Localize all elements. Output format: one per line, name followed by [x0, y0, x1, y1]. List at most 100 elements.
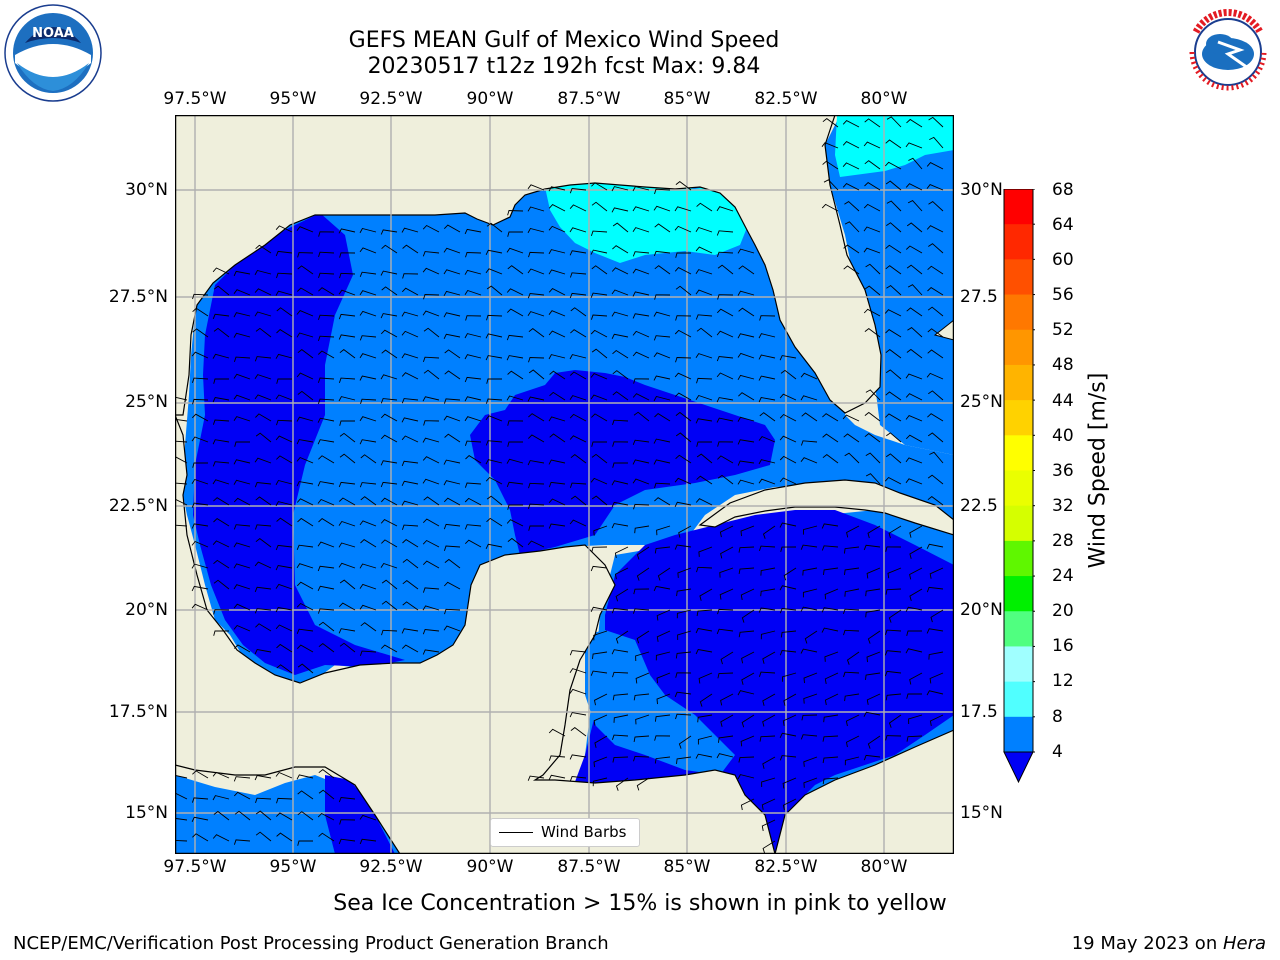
wind-barb: [719, 588, 734, 600]
wind-barb: [863, 544, 881, 551]
wind-barb: [254, 394, 272, 401]
wind-barb: [296, 332, 314, 338]
wind-barb: [654, 735, 671, 741]
wind-barb: [886, 200, 902, 212]
wind-barb: [380, 329, 398, 338]
wind-barb: [632, 459, 650, 465]
colorbar-segment: [1004, 294, 1033, 331]
lon-label: 87.5°W: [557, 857, 621, 877]
wind-barb: [297, 265, 314, 275]
wind-barb: [233, 603, 251, 611]
wind-barb: [275, 250, 293, 257]
wind-barb: [212, 267, 230, 275]
wind-barb: [569, 354, 587, 360]
wind-barb: [738, 307, 755, 317]
wind-barb: [444, 433, 461, 443]
wind-barb: [716, 330, 734, 338]
wind-barb: [656, 609, 671, 621]
wind-barb: [548, 330, 566, 338]
wind-barb: [569, 227, 587, 233]
wind-barb: [615, 588, 629, 602]
wind-barb: [884, 629, 902, 636]
wind-barb: [255, 496, 272, 506]
wind-barb: [929, 451, 944, 464]
wind-barb: [569, 204, 587, 212]
wind-barb: [464, 396, 482, 402]
wind-barb: [717, 672, 734, 679]
wind-barb: [696, 475, 713, 485]
wind-barb: [443, 224, 461, 233]
wind-barb: [318, 621, 335, 632]
wind-barb: [632, 206, 650, 212]
wind-barb: [276, 797, 293, 804]
wind-barb: [928, 390, 944, 401]
wind-barb: [905, 393, 923, 401]
wind-barb: [737, 774, 755, 780]
wind-barb: [485, 398, 503, 404]
wind-barb: [653, 585, 671, 592]
low-wind-region-central: [470, 370, 775, 555]
wind-barb: [886, 116, 902, 128]
wind-barb: [464, 416, 482, 422]
wind-barb: [824, 672, 839, 684]
wind-barb: [779, 585, 797, 591]
wind-barb: [549, 370, 566, 380]
wind-barb: [233, 479, 251, 485]
colorbar-tick: 48: [1052, 355, 1074, 375]
wind-barb: [842, 120, 860, 128]
wind-barb: [339, 420, 355, 426]
wind-barb: [822, 735, 839, 742]
wind-barb: [885, 693, 902, 701]
wind-barb: [719, 567, 734, 578]
wind-barb: [401, 330, 419, 338]
wind-barb: [635, 651, 650, 662]
wind-barb: [548, 204, 566, 212]
wind-barb: [886, 285, 902, 296]
wind-barb: [359, 650, 377, 656]
wind-barb: [569, 292, 587, 299]
wind-barb: [864, 160, 881, 170]
wind-barb: [464, 354, 482, 360]
wind-barb: [885, 265, 902, 275]
wind-barb: [656, 672, 671, 684]
wind-barb: [591, 201, 608, 212]
wind-barb: [864, 411, 881, 422]
wind-barb: [863, 141, 881, 149]
wind-barb: [506, 395, 524, 401]
wind-barb: [402, 273, 419, 279]
wind-barb: [717, 441, 734, 447]
lon-label: 82.5°W: [754, 89, 818, 109]
wind-barb: [927, 287, 944, 296]
wind-barb: [507, 370, 524, 380]
wind-barb: [213, 559, 230, 569]
wind-barb: [654, 188, 671, 195]
wind-barb: [654, 482, 671, 489]
wind-barb: [866, 567, 881, 579]
wind-barb: [233, 524, 251, 530]
wind-barb: [443, 333, 461, 339]
colorbar-tick: 28: [1052, 531, 1074, 551]
wind-barb: [338, 838, 356, 845]
wind-barb: [275, 290, 293, 296]
wind-barb: [738, 567, 755, 574]
wind-barb: [485, 476, 503, 485]
wind-barb: [905, 478, 923, 485]
wind-barb: [296, 310, 314, 317]
wind-barb: [570, 495, 587, 506]
wind-barb: [233, 624, 251, 632]
wind-barb: [698, 672, 713, 684]
wind-barb: [233, 497, 251, 506]
wind-barb: [465, 252, 482, 258]
wind-barb: [464, 524, 482, 530]
wind-barb: [591, 453, 608, 464]
wind-barb: [527, 460, 545, 466]
wind-barb: [527, 184, 545, 191]
high-wind-region-north: [545, 181, 750, 263]
wind-barb: [695, 418, 713, 424]
wind-barb: [254, 482, 272, 488]
wind-barb: [380, 644, 398, 653]
wind-barb: [737, 439, 755, 445]
wind-barb: [761, 819, 776, 831]
wind-barb: [822, 777, 839, 785]
wind-barb: [485, 355, 503, 361]
